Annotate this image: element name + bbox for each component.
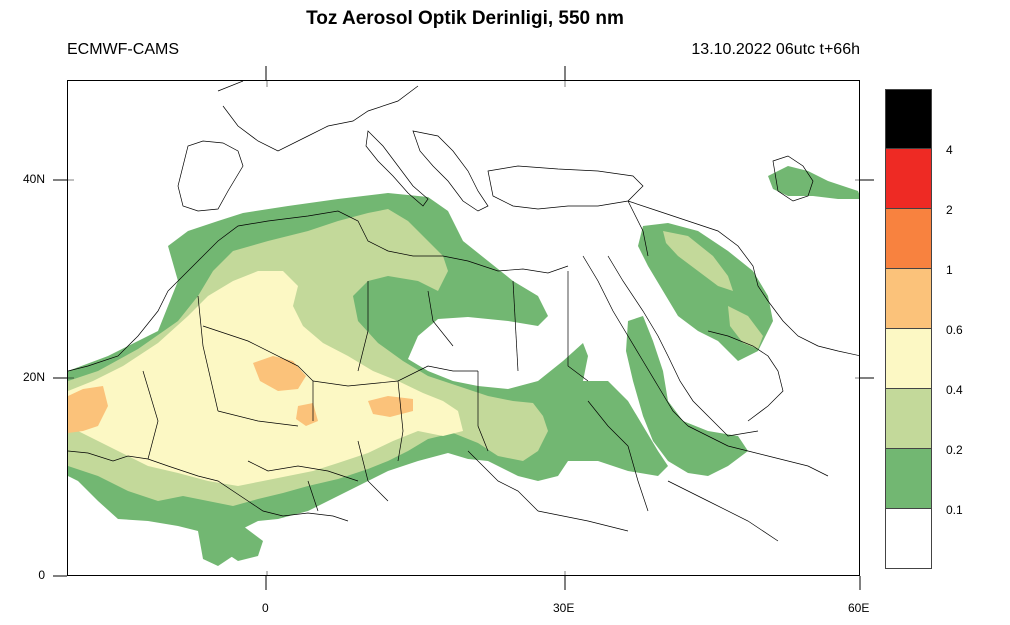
aod-region-0.6d [296, 403, 318, 426]
color-legend [885, 89, 932, 569]
legend-swatch-0.1-0.2 [885, 449, 932, 509]
legend-label-0.2: 0.2 [946, 443, 963, 457]
y-tick-0: 0 [38, 568, 45, 582]
forecast-run-label: 13.10.2022 06utc t+66h [691, 41, 860, 58]
legend-label-0.6: 0.6 [946, 323, 963, 337]
aod-region-0.2-arabia [663, 231, 733, 291]
legend-label-0.1: 0.1 [946, 503, 963, 517]
aod-region-0.6 [253, 356, 306, 391]
y-tick-40n: 40N [22, 172, 45, 186]
aod-region-0.6b [368, 396, 413, 417]
aod-region-0.2-arabia-s [728, 306, 763, 349]
legend-label-1: 1 [946, 263, 953, 277]
aod-region-0.1-gulf-guinea [218, 521, 263, 561]
source-label: ECMWF-CAMS [67, 41, 179, 58]
dust-aod-map [68, 81, 859, 575]
graticule [68, 81, 859, 575]
x-tick-0: 0 [262, 601, 269, 615]
legend-label-4: 4 [946, 143, 953, 157]
legend-label-2: 2 [946, 203, 953, 217]
legend-swatch-below-0.1 [885, 509, 932, 569]
legend-label-0.4: 0.4 [946, 383, 963, 397]
aod-region-0.1-caspian [768, 166, 859, 199]
legend-swatch-1-2 [885, 209, 932, 269]
legend-swatch-0.4-0.6 [885, 329, 932, 389]
legend-swatch-2-4 [885, 149, 932, 209]
map-panel [67, 80, 860, 576]
aod-region-0.6c [68, 386, 108, 433]
x-tick-60e: 60E [848, 601, 870, 615]
aod-region-0.1-redsea [626, 316, 748, 476]
map-title: Toz Aerosol Optik Derinligi, 550 nm [306, 8, 624, 29]
coastlines [68, 81, 859, 542]
x-tick-30e: 30E [553, 601, 575, 615]
y-tick-20n: 20N [22, 370, 45, 384]
legend-swatch-0.6-1 [885, 269, 932, 329]
legend-swatch-0.2-0.4 [885, 389, 932, 449]
legend-swatch-4plus [885, 89, 932, 149]
